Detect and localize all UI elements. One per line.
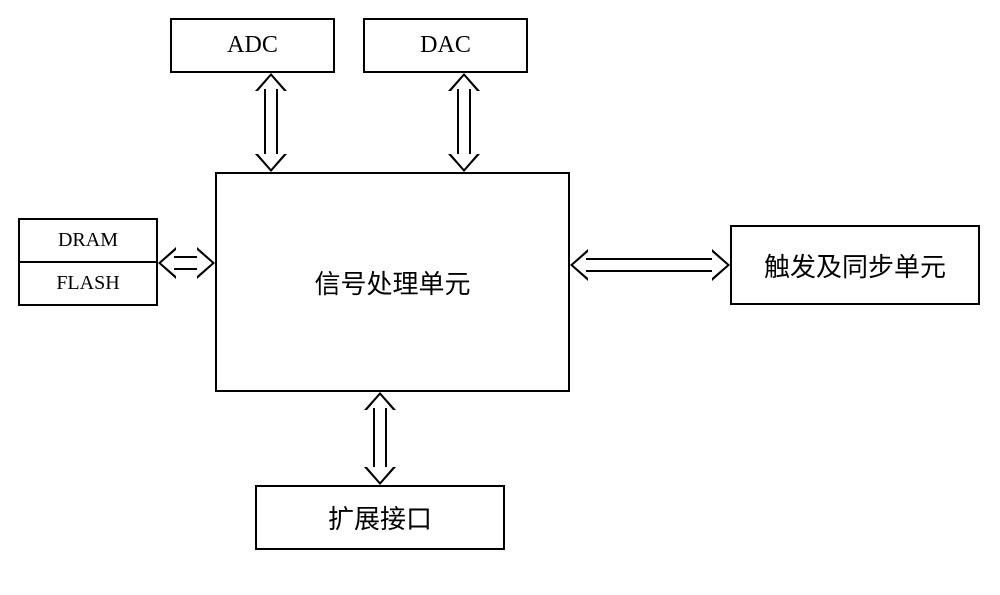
trigger-sync-unit-label: 触发及同步单元 <box>764 247 946 284</box>
arrow-center-trigger <box>570 249 730 281</box>
flash-label: FLASH <box>56 272 119 295</box>
extension-interface-block: 扩展接口 <box>255 485 505 550</box>
dac-block: DAC <box>363 18 528 73</box>
arrow-dac-center <box>448 73 480 172</box>
arrow-memory-center <box>158 247 215 279</box>
trigger-sync-unit-block: 触发及同步单元 <box>730 225 980 305</box>
dram-block: DRAM <box>18 218 158 263</box>
adc-block: ADC <box>170 18 335 73</box>
arrow-center-extension <box>364 392 396 485</box>
dram-label: DRAM <box>58 229 118 252</box>
flash-block: FLASH <box>18 261 158 306</box>
signal-processing-unit-label: 信号处理单元 <box>314 264 470 301</box>
signal-processing-unit-block: 信号处理单元 <box>215 172 570 392</box>
arrow-adc-center <box>255 73 287 172</box>
adc-label: ADC <box>227 32 278 59</box>
dac-label: DAC <box>420 32 471 59</box>
extension-interface-label: 扩展接口 <box>328 499 432 536</box>
